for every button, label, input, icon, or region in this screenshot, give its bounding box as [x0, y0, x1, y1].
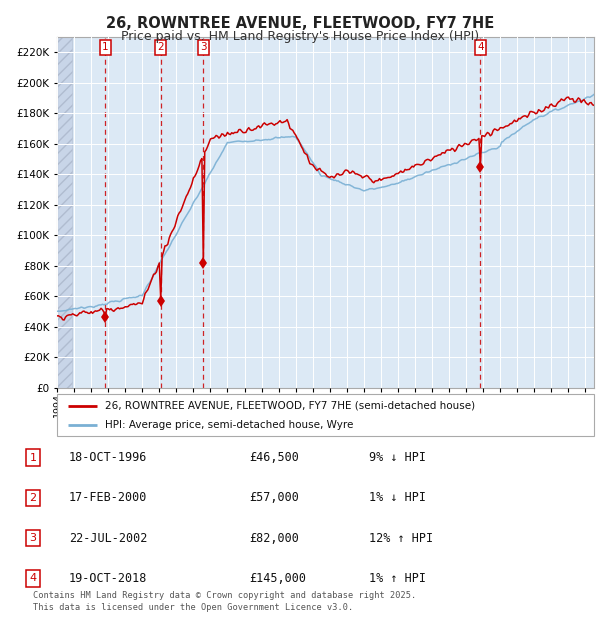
Text: 26, ROWNTREE AVENUE, FLEETWOOD, FY7 7HE (semi-detached house): 26, ROWNTREE AVENUE, FLEETWOOD, FY7 7HE …	[106, 401, 475, 410]
Text: £57,000: £57,000	[249, 492, 299, 504]
Text: 1% ↑ HPI: 1% ↑ HPI	[369, 572, 426, 585]
Text: 3: 3	[29, 533, 37, 543]
Bar	[57, 37, 73, 387]
Text: 4: 4	[477, 42, 484, 53]
Text: 18-OCT-1996: 18-OCT-1996	[69, 451, 148, 464]
Text: £46,500: £46,500	[249, 451, 299, 464]
Text: Price paid vs. HM Land Registry's House Price Index (HPI): Price paid vs. HM Land Registry's House …	[121, 30, 479, 43]
Text: 1: 1	[102, 42, 109, 53]
Text: HPI: Average price, semi-detached house, Wyre: HPI: Average price, semi-detached house,…	[106, 420, 354, 430]
Text: Contains HM Land Registry data © Crown copyright and database right 2025.
This d: Contains HM Land Registry data © Crown c…	[33, 591, 416, 612]
Text: 22-JUL-2002: 22-JUL-2002	[69, 532, 148, 544]
Text: £82,000: £82,000	[249, 532, 299, 544]
Text: 26, ROWNTREE AVENUE, FLEETWOOD, FY7 7HE: 26, ROWNTREE AVENUE, FLEETWOOD, FY7 7HE	[106, 16, 494, 30]
Text: 19-OCT-2018: 19-OCT-2018	[69, 572, 148, 585]
Text: 3: 3	[200, 42, 206, 53]
Text: 1: 1	[29, 453, 37, 463]
Text: 17-FEB-2000: 17-FEB-2000	[69, 492, 148, 504]
Text: 1% ↓ HPI: 1% ↓ HPI	[369, 492, 426, 504]
Text: £145,000: £145,000	[249, 572, 306, 585]
Text: 2: 2	[29, 493, 37, 503]
Text: 12% ↑ HPI: 12% ↑ HPI	[369, 532, 433, 544]
FancyBboxPatch shape	[57, 394, 594, 436]
Text: 4: 4	[29, 574, 37, 583]
Text: 9% ↓ HPI: 9% ↓ HPI	[369, 451, 426, 464]
Text: 2: 2	[157, 42, 164, 53]
